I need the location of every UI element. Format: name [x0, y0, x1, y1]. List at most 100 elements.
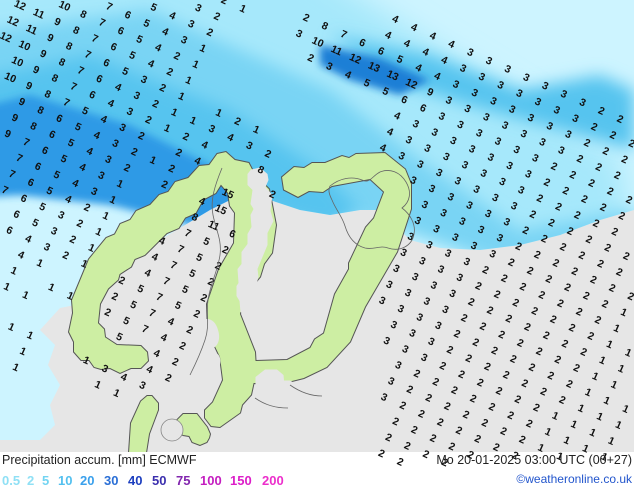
svg-text:2: 2 [492, 288, 502, 301]
svg-text:2: 2 [487, 401, 497, 414]
svg-text:3: 3 [440, 303, 450, 316]
svg-text:2: 2 [445, 344, 455, 357]
svg-text:2: 2 [452, 328, 462, 341]
svg-text:3: 3 [137, 379, 147, 392]
svg-text:5: 5 [121, 314, 131, 327]
svg-text:2: 2 [170, 355, 180, 368]
svg-text:3: 3 [391, 262, 401, 275]
svg-text:3: 3 [419, 351, 429, 364]
svg-text:2: 2 [177, 339, 187, 352]
svg-text:1: 1 [616, 362, 626, 375]
svg-text:2: 2 [435, 416, 445, 429]
svg-text:1: 1 [606, 435, 616, 448]
svg-text:3: 3 [410, 271, 420, 284]
svg-text:2: 2 [544, 273, 554, 286]
svg-text:3: 3 [386, 375, 396, 388]
svg-text:2: 2 [480, 264, 490, 277]
svg-text:2: 2 [610, 225, 620, 238]
svg-text:2: 2 [163, 371, 173, 384]
svg-text:3: 3 [462, 255, 472, 268]
svg-text:2: 2 [518, 280, 528, 293]
svg-text:3: 3 [443, 247, 453, 260]
svg-text:2: 2 [527, 361, 537, 374]
svg-text:2: 2 [424, 392, 434, 405]
svg-text:7: 7 [168, 259, 178, 272]
svg-text:2: 2 [459, 312, 469, 325]
svg-text:2: 2 [504, 312, 514, 325]
svg-text:1: 1 [543, 426, 553, 439]
svg-text:1: 1 [609, 378, 619, 391]
svg-text:5: 5 [128, 298, 138, 311]
svg-text:3: 3 [377, 294, 387, 307]
svg-text:2: 2 [473, 280, 483, 293]
svg-text:3: 3 [488, 248, 498, 261]
svg-text:20: 20 [80, 473, 94, 488]
svg-text:2: 2 [494, 385, 504, 398]
svg-text:2: 2 [600, 298, 610, 311]
svg-text:2: 2 [548, 313, 558, 326]
svg-text:2: 2 [456, 368, 466, 381]
svg-text:2: 2 [595, 257, 605, 270]
svg-text:5: 5 [194, 251, 204, 264]
svg-text:2: 2 [520, 377, 530, 390]
svg-text:1: 1 [619, 306, 629, 319]
svg-text:3: 3 [436, 263, 446, 276]
svg-text:2: 2 [524, 417, 534, 430]
svg-text:2: 2 [461, 408, 471, 421]
svg-text:1: 1 [111, 387, 121, 400]
svg-text:2: 2 [581, 289, 591, 302]
svg-text:3: 3 [415, 311, 425, 324]
svg-text:2: 2 [532, 248, 542, 261]
svg-text:1: 1 [613, 419, 623, 432]
svg-text:7: 7 [147, 307, 157, 320]
svg-text:2: 2 [192, 307, 202, 320]
svg-text:1: 1 [569, 418, 579, 431]
svg-text:2: 2 [584, 233, 594, 246]
svg-text:150: 150 [230, 473, 252, 488]
svg-text:2: 2 [468, 392, 478, 405]
svg-text:7: 7 [154, 291, 164, 304]
svg-text:3: 3 [396, 303, 406, 316]
svg-text:2: 2 [626, 290, 634, 303]
svg-text:2: 2 [409, 424, 419, 437]
svg-text:2: 2 [541, 329, 551, 342]
svg-text:2: 2 [574, 305, 584, 318]
svg-text:5: 5 [114, 330, 124, 343]
svg-text:2: 2 [564, 378, 574, 391]
svg-text:4: 4 [152, 347, 162, 360]
svg-text:1: 1 [604, 338, 614, 351]
svg-text:2: 2 [449, 384, 459, 397]
svg-text:4: 4 [159, 331, 169, 344]
svg-text:2: 2 [428, 432, 438, 445]
svg-text:11: 11 [206, 218, 221, 234]
svg-text:5: 5 [187, 267, 197, 280]
svg-text:2: 2 [438, 360, 448, 373]
svg-text:2: 2 [557, 394, 567, 407]
svg-text:2: 2 [515, 337, 525, 350]
svg-text:2: 2 [621, 250, 631, 263]
svg-text:2: 2 [431, 376, 441, 389]
svg-text:2: 2 [531, 401, 541, 414]
svg-text:5: 5 [201, 235, 211, 248]
svg-text:2: 2 [577, 249, 587, 262]
svg-text:3: 3 [403, 287, 413, 300]
svg-text:2: 2 [555, 297, 565, 310]
svg-text:2: 2 [525, 264, 535, 277]
svg-text:2: 2 [607, 282, 617, 295]
svg-text:2: 2 [560, 337, 570, 350]
svg-text:1: 1 [621, 403, 631, 416]
svg-text:5: 5 [180, 283, 190, 296]
svg-text:2: 2 [405, 383, 415, 396]
svg-text:30: 30 [104, 473, 118, 488]
svg-text:2: 2 [506, 256, 516, 269]
svg-text:3: 3 [393, 359, 403, 372]
svg-text:75: 75 [176, 473, 190, 488]
svg-text:2: 2 [501, 369, 511, 382]
svg-text:7: 7 [176, 243, 186, 256]
svg-text:2: 2 [489, 344, 499, 357]
svg-text:1: 1 [612, 322, 622, 335]
svg-text:2: 2 [447, 440, 457, 453]
svg-text:5: 5 [42, 473, 49, 488]
svg-text:2: 2 [562, 281, 572, 294]
svg-text:2: 2 [586, 330, 596, 343]
